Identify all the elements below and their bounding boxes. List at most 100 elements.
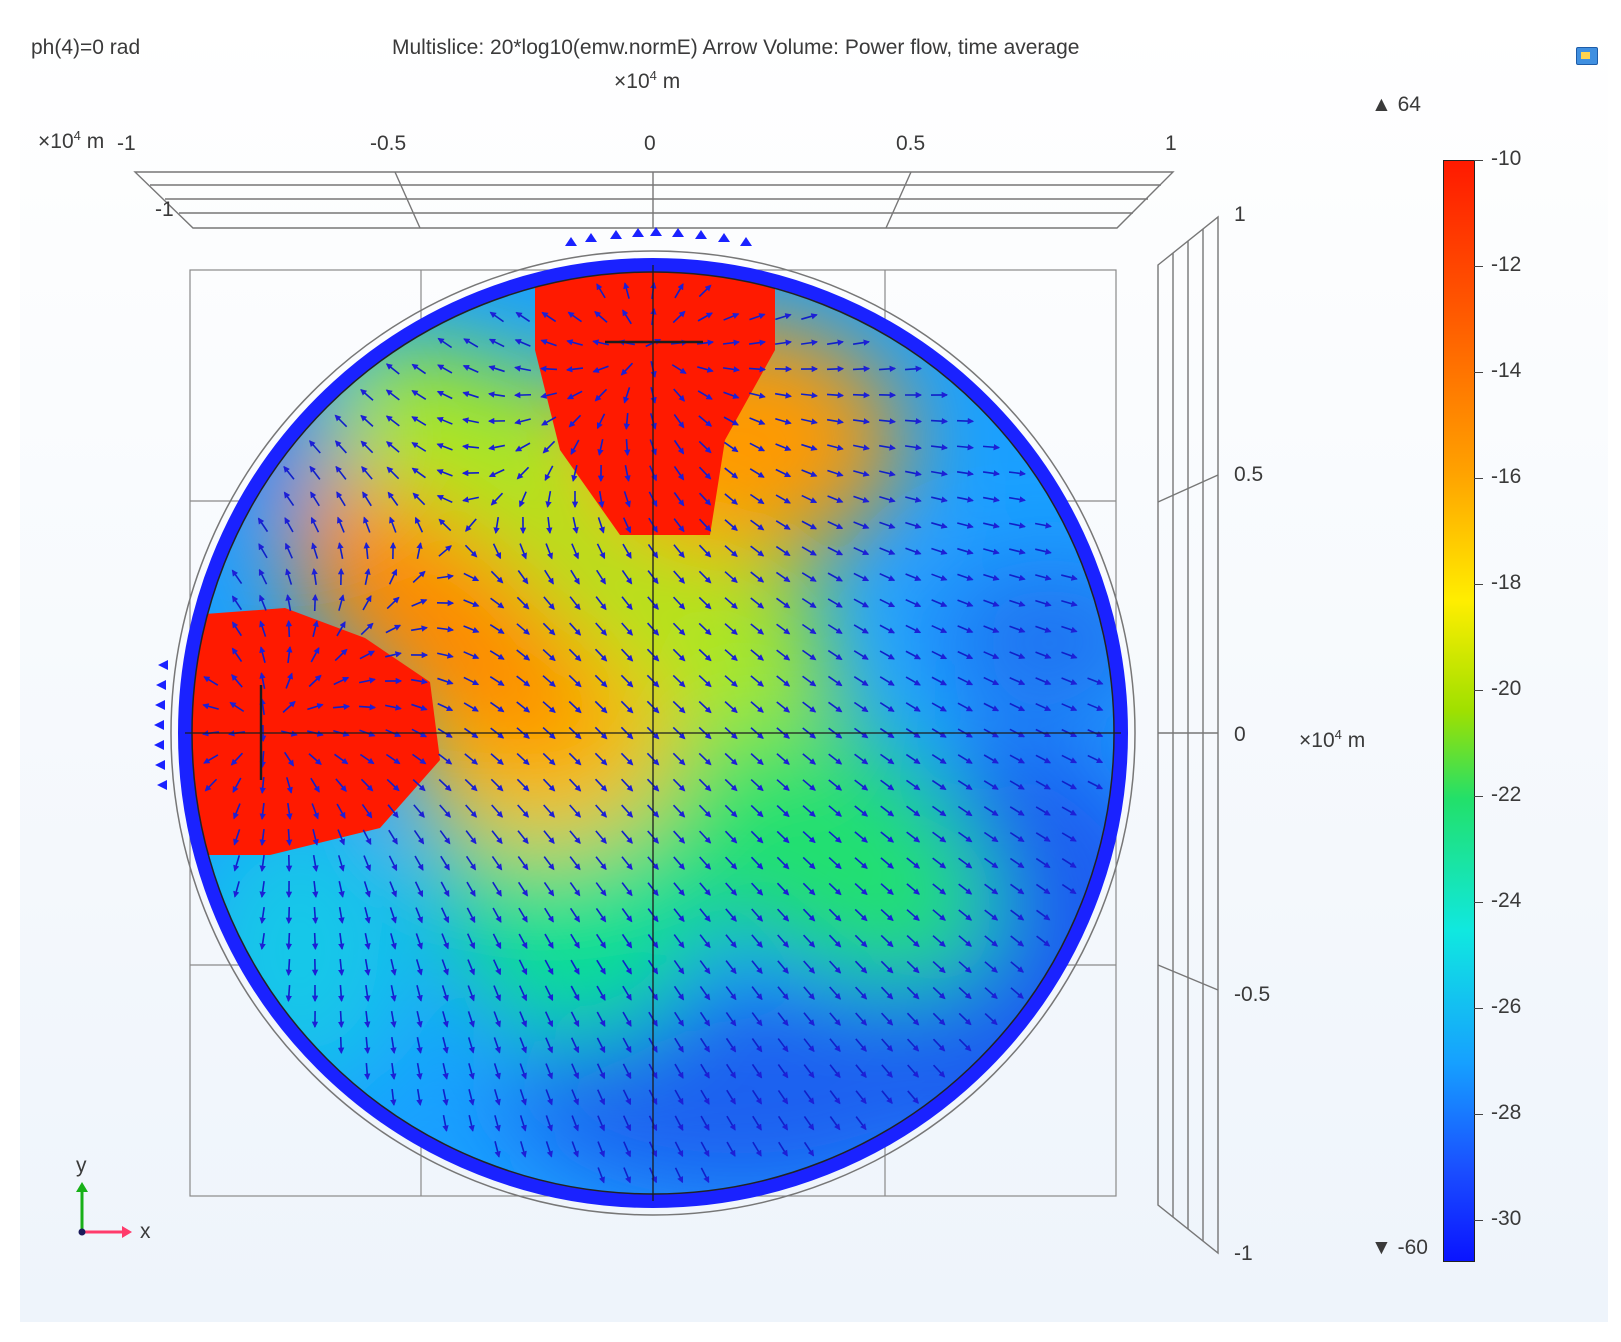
colorbar-max-label: ▲ 64 xyxy=(1371,93,1421,116)
power-flow-arrow xyxy=(494,1141,501,1158)
power-flow-arrow xyxy=(438,545,452,557)
power-flow-arrow xyxy=(674,1063,684,1079)
view-icon[interactable] xyxy=(1576,47,1598,65)
power-flow-arrow xyxy=(596,985,606,1001)
power-flow-arrow xyxy=(1009,651,1026,659)
top-axis-frame xyxy=(133,171,1175,229)
power-flow-arrow xyxy=(621,569,633,585)
power-flow-arrow xyxy=(360,778,374,792)
power-flow-arrow xyxy=(546,516,553,535)
power-flow-arrow xyxy=(493,1089,501,1106)
power-flow-arrow xyxy=(984,909,999,921)
power-flow-arrow xyxy=(697,390,713,400)
power-flow-arrow xyxy=(984,987,998,1000)
power-flow-arrow xyxy=(519,491,527,508)
power-flow-arrow xyxy=(776,856,790,870)
power-flow-arrow xyxy=(568,674,582,688)
power-flow-arrow xyxy=(621,830,633,844)
power-flow-arrow xyxy=(596,1063,606,1080)
power-flow-arrow xyxy=(803,986,815,1000)
power-flow-arrow xyxy=(462,364,479,373)
power-flow-arrow xyxy=(776,908,790,922)
power-flow-arrow xyxy=(982,444,1001,451)
power-flow-arrow xyxy=(724,701,738,714)
power-flow-arrow xyxy=(258,543,268,559)
power-flow-arrow xyxy=(565,366,584,373)
power-flow-arrow xyxy=(390,1088,397,1107)
power-flow-arrow xyxy=(570,985,580,1002)
power-flow-arrow xyxy=(465,855,477,871)
power-flow-arrow xyxy=(749,442,766,452)
power-flow-arrow xyxy=(594,752,608,766)
power-flow-arrow xyxy=(698,622,712,636)
power-flow-arrow xyxy=(906,909,920,922)
colorbar-tick-label: -10 xyxy=(1491,147,1522,170)
power-flow-arrow xyxy=(545,1037,553,1054)
power-flow-arrow xyxy=(905,573,922,581)
power-flow-arrow xyxy=(519,1141,527,1158)
power-flow-arrow xyxy=(571,1063,579,1080)
power-flow-arrow xyxy=(411,442,427,452)
power-flow-arrow xyxy=(412,753,427,765)
power-flow-arrow xyxy=(596,1037,606,1054)
colorbar-tick xyxy=(1474,1114,1483,1115)
power-flow-arrow xyxy=(801,546,817,556)
colorbar xyxy=(1443,160,1475,1262)
power-flow-arrow xyxy=(1010,909,1025,921)
power-flow-arrow xyxy=(465,804,478,818)
power-flow-arrow xyxy=(436,626,454,633)
power-flow-arrow xyxy=(803,1012,815,1027)
power-flow-arrow xyxy=(751,986,763,1001)
power-flow-arrow xyxy=(597,439,604,456)
power-flow-arrow xyxy=(906,1012,920,1026)
power-flow-arrow xyxy=(698,674,712,688)
power-flow-arrow xyxy=(337,542,344,559)
power-flow-arrow xyxy=(801,443,818,451)
colorbar-tick-label: -12 xyxy=(1491,253,1522,276)
power-flow-arrow xyxy=(777,1089,789,1105)
power-flow-arrow xyxy=(410,678,428,685)
power-flow-arrow xyxy=(259,906,266,924)
power-flow-arrow xyxy=(519,1089,527,1106)
power-flow-arrow xyxy=(698,570,712,584)
power-flow-arrow xyxy=(932,831,947,843)
power-flow-arrow xyxy=(283,465,295,480)
power-flow-arrow xyxy=(571,543,579,560)
power-flow-arrow xyxy=(336,621,346,637)
power-flow-arrow xyxy=(364,958,371,976)
power-flow-arrow xyxy=(597,1089,606,1106)
power-flow-arrow xyxy=(437,364,453,374)
power-flow-arrow xyxy=(542,649,556,662)
power-flow-arrow xyxy=(722,339,740,346)
power-flow-arrow xyxy=(259,750,266,769)
power-flow-arrow xyxy=(543,881,555,897)
power-flow-arrow xyxy=(386,441,400,453)
power-flow-arrow xyxy=(542,752,556,766)
power-flow-arrow xyxy=(1009,754,1025,764)
power-flow-arrow xyxy=(829,1116,841,1131)
graphics-viewport[interactable]: ph(4)=0 rad Multislice: 20*log10(emw.nor… xyxy=(20,20,1608,1322)
power-flow-arrow xyxy=(777,1012,789,1027)
power-flow-arrow xyxy=(749,313,766,321)
power-flow-arrow xyxy=(596,959,606,975)
plot-canvas[interactable] xyxy=(20,20,1608,1322)
power-flow-arrow xyxy=(488,365,505,373)
power-flow-arrow xyxy=(259,932,266,950)
power-flow-arrow xyxy=(414,855,424,871)
power-flow-arrow xyxy=(285,958,293,977)
power-flow-arrow xyxy=(672,778,686,792)
power-flow-arrow xyxy=(699,1011,711,1027)
power-flow-arrow xyxy=(1035,754,1052,764)
power-flow-arrow xyxy=(956,444,975,451)
power-flow-arrow xyxy=(855,1038,867,1052)
power-flow-arrow xyxy=(437,337,453,349)
power-flow-arrow xyxy=(311,932,319,951)
power-flow-arrow xyxy=(462,417,479,424)
power-flow-arrow xyxy=(620,778,634,792)
power-flow-arrow xyxy=(1035,806,1051,816)
power-flow-arrow xyxy=(389,516,397,533)
power-flow-arrow xyxy=(958,1038,972,1052)
colorbar-tick-label: -30 xyxy=(1491,1207,1522,1230)
power-flow-arrow xyxy=(853,495,870,503)
power-flow-arrow xyxy=(776,753,790,765)
